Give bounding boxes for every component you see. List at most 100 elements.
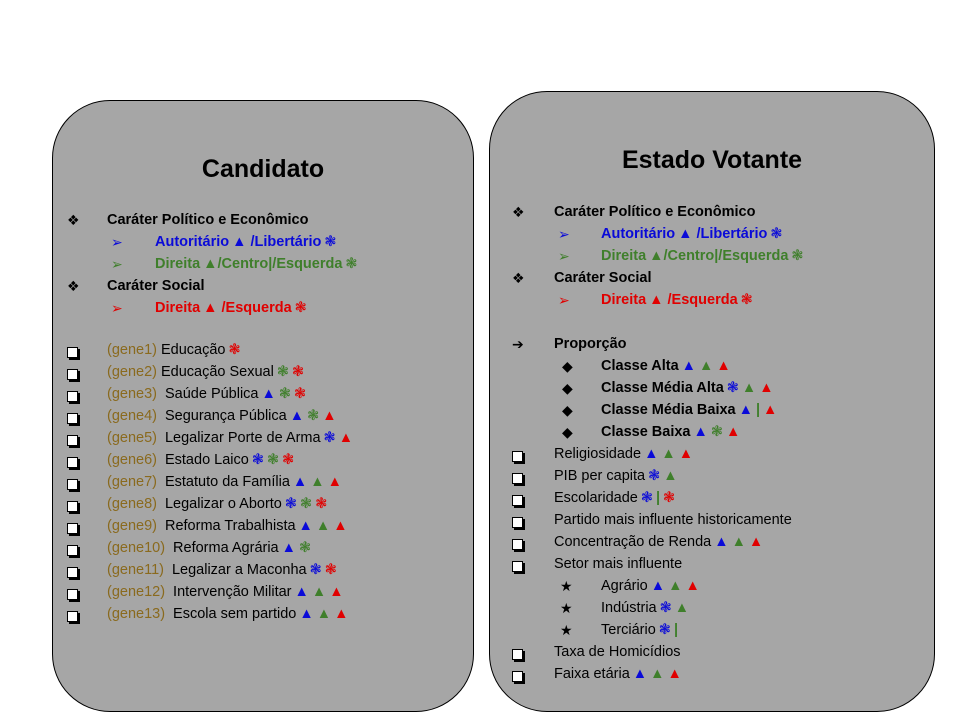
arrowhead-icon: ➢ <box>558 292 570 308</box>
gene-id: (gene4) <box>107 408 157 424</box>
flower-icon: ❃ <box>300 496 313 512</box>
triangle-icon: ▲ <box>738 402 753 418</box>
bar-icon: | <box>755 402 761 418</box>
checkbox-icon <box>67 454 78 472</box>
gene-row: (gene6) Estado Laico ❃ ❃ ❃ <box>107 451 294 469</box>
class-label: Classe Alta <box>601 358 679 374</box>
indicator-row: Escolaridade ❃ | ❃ <box>554 489 675 507</box>
indicator-label: Taxa de Homicídios <box>554 644 681 660</box>
star-icon: ★ <box>560 622 573 638</box>
category-label: Caráter Social <box>554 270 652 286</box>
triangle-icon: ▲ <box>726 424 741 440</box>
indicator-row: Concentração de Renda ▲ ▲ ▲ <box>554 533 763 551</box>
option-label: Autoritário <box>155 234 230 250</box>
panel-title: Estado Votante <box>621 146 803 174</box>
flower-icon: ❃ <box>658 622 671 638</box>
gene-row: (gene13) Escola sem partido ▲ ▲ ▲ <box>107 605 348 623</box>
gene-id: (gene10) <box>107 540 166 556</box>
gene-row: (gene11) Legalizar a Maconha ❃ ❃ <box>107 561 337 579</box>
checkbox-icon <box>67 366 78 384</box>
triangle-icon: ▲ <box>261 386 276 402</box>
bar-icon: | <box>673 622 679 638</box>
option-label: Autoritário <box>601 226 676 242</box>
triangle-icon: ▲ <box>650 666 665 682</box>
gene-row: (gene4) Segurança Pública ▲ ❃ ▲ <box>107 407 337 425</box>
checkbox-icon <box>512 558 523 576</box>
option-label: Direita <box>601 248 647 264</box>
gene-label: Saúde Pública <box>164 386 259 402</box>
flower-icon: ❃ <box>324 234 337 250</box>
diamond-icon: ◆ <box>562 424 573 440</box>
arrowhead-icon: ➢ <box>111 256 123 272</box>
gene-row: (gene9) Reforma Trabalhista ▲ ▲ ▲ <box>107 517 348 535</box>
class-row: Classe Alta ▲ ▲ ▲ <box>601 357 731 375</box>
indicator-label: PIB per capita <box>554 468 646 484</box>
diamond-icon: ◆ <box>562 358 573 374</box>
estado-votante-panel: Estado Votante ❖ Caráter Político e Econ… <box>489 91 935 712</box>
category-label: Caráter Social <box>107 278 205 294</box>
option-label: /Libertário <box>692 226 768 242</box>
triangle-icon: ▲ <box>322 408 337 424</box>
flower-icon: ❃ <box>791 248 804 264</box>
triangle-icon: ▲ <box>731 534 746 550</box>
indicator-row: Partido mais influente historicamente <box>554 511 792 529</box>
class-row: Classe Média Baixa ▲ | ▲ <box>601 401 777 419</box>
option-row: Autoritário ▲ /Libertário ❃ <box>601 225 783 243</box>
gene-id: (gene3) <box>107 386 157 402</box>
triangle-icon: ▲ <box>678 446 694 462</box>
option-row: Direita ▲ /Esquerda ❃ <box>155 299 307 317</box>
flower-icon: ❃ <box>292 364 305 380</box>
gene-row: (gene1) Educação ❃ <box>107 341 241 359</box>
triangle-icon: ▲ <box>674 600 690 616</box>
gene-row: (gene8) Legalizar o Aborto ❃ ❃ ❃ <box>107 495 327 513</box>
checkbox-icon <box>67 476 78 494</box>
flower-icon: ❃ <box>345 256 358 272</box>
gene-label: Legalizar a Maconha <box>171 562 307 578</box>
star-icon: ★ <box>560 600 573 616</box>
triangle-icon: ▲ <box>741 380 757 396</box>
flower-icon: ❃ <box>663 490 676 506</box>
flower-icon: ❃ <box>298 540 312 556</box>
triangle-icon: ▲ <box>632 666 648 682</box>
flower-icon: ❃ <box>324 562 337 578</box>
checkbox-icon <box>67 388 78 406</box>
flower-icon: ❃ <box>294 386 307 402</box>
class-label: Classe Baixa <box>601 424 691 440</box>
triangle-icon: ▲ <box>678 226 693 242</box>
gene-row: (gene7) Estatuto da Família ▲ ▲ ▲ <box>107 473 342 491</box>
triangle-icon: ▲ <box>763 402 778 418</box>
option-label: Direita <box>155 300 201 316</box>
gene-label: Reforma Trabalhista <box>164 518 296 534</box>
option-row: Direita ▲/Centro|/Esquerda ❃ <box>601 247 804 265</box>
class-row: Classe Média Alta ❃ ▲ ▲ <box>601 379 774 397</box>
triangle-icon: ▲ <box>316 606 332 622</box>
bar-icon: | <box>655 490 661 506</box>
triangle-icon: ▲ <box>693 424 708 440</box>
flower-icon: ❃ <box>323 430 336 446</box>
triangle-icon: ▲ <box>329 584 344 600</box>
class-label: Classe Média Alta <box>601 380 724 396</box>
checkbox-icon <box>67 498 78 516</box>
arrowhead-icon: ➢ <box>111 300 123 316</box>
triangle-icon: ▲ <box>281 540 296 556</box>
triangle-icon: ▲ <box>289 408 305 424</box>
triangle-icon: ▲ <box>667 666 682 682</box>
flower-icon: ❃ <box>278 386 292 402</box>
triangle-icon: ▲ <box>333 518 348 534</box>
checkbox-icon <box>67 564 78 582</box>
flower-icon: ❃ <box>648 468 661 484</box>
arrowhead-icon: ➢ <box>558 248 570 264</box>
indicator-row: Taxa de Homicídios <box>554 643 681 661</box>
flower-icon: ❃ <box>294 300 307 316</box>
triangle-icon: ▲ <box>203 300 218 316</box>
triangle-icon: ▲ <box>294 584 309 600</box>
gene-id: (gene6) <box>107 452 157 468</box>
gene-id: (gene7) <box>107 474 157 490</box>
gene-label: Segurança Pública <box>164 408 287 424</box>
checkbox-icon <box>67 586 78 604</box>
gene-id: (gene1) <box>107 342 157 358</box>
checkbox-icon <box>512 470 523 488</box>
indicator-label: Religiosidade <box>554 446 642 462</box>
diamond-cross-icon: ❖ <box>512 270 525 286</box>
triangle-icon: ▲ <box>649 292 664 308</box>
